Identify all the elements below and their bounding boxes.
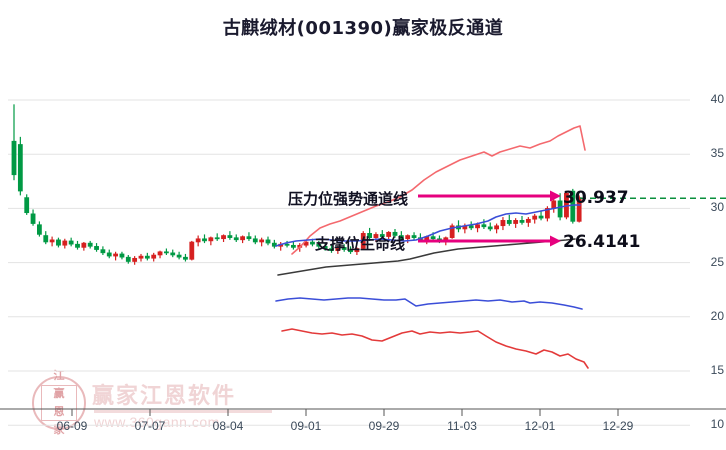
y-tick-40: 40	[710, 92, 724, 106]
x-tick-12-29: 12-29	[602, 419, 634, 433]
y-tick-35: 35	[710, 146, 724, 161]
annotation-value-support: 26.4141	[563, 232, 641, 252]
annotation-label-support: 支撑位生命线	[315, 235, 406, 253]
y-tick-20: 20	[710, 308, 724, 323]
y-tick-30: 30	[710, 200, 724, 215]
y-tick-25: 25	[710, 254, 724, 269]
x-tick-07-07: 07-07	[134, 419, 166, 433]
indicator-line-0	[291, 125, 586, 255]
x-tick-12-01: 12-01	[524, 419, 556, 433]
indicator-line-1	[275, 204, 581, 247]
indicator-line-3	[275, 297, 583, 310]
y-tick-15: 15	[710, 363, 724, 377]
x-tick-08-04: 08-04	[212, 419, 244, 433]
y-tick-10: 10	[710, 417, 724, 432]
x-tick-09-01: 09-01	[290, 419, 322, 433]
indicator-line-4	[281, 328, 589, 369]
indicator-line-2	[277, 238, 576, 276]
page-title: 古麒绒材(001390)赢家极反通道	[222, 18, 504, 39]
annotation-label-resistance: 压力位强势通道线	[288, 190, 409, 208]
x-tick-11-03: 11-03	[447, 419, 477, 433]
x-tick-09-29: 09-29	[368, 419, 400, 433]
annotation-value-resistance: 30.937	[563, 188, 629, 208]
x-tick-06-09: 06-09	[56, 419, 88, 433]
